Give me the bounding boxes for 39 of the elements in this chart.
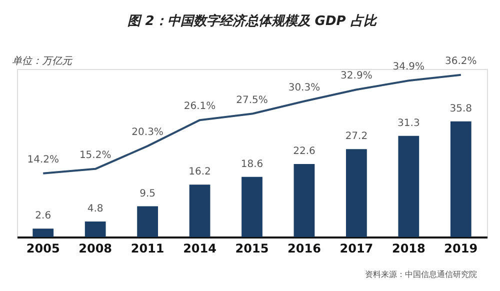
data-label: 27.5% bbox=[236, 94, 268, 106]
x-tick-label: 2008 bbox=[78, 242, 112, 256]
bar bbox=[32, 228, 54, 237]
data-label: 30.3% bbox=[288, 82, 320, 94]
data-label: 22.6 bbox=[293, 146, 316, 157]
x-tick-label: 2016 bbox=[288, 242, 321, 256]
data-label: 2.6 bbox=[35, 210, 52, 222]
x-tick-label: 2017 bbox=[340, 242, 374, 256]
bar bbox=[346, 149, 367, 237]
bar bbox=[189, 184, 210, 237]
x-tick-label: 2018 bbox=[392, 242, 426, 256]
data-label: 4.8 bbox=[87, 203, 104, 214]
bar bbox=[450, 121, 472, 237]
data-label: 20.3% bbox=[132, 127, 164, 138]
bar bbox=[398, 136, 420, 237]
text: 资料来源：中国信息通信研究院 bbox=[365, 270, 477, 279]
bar bbox=[242, 176, 262, 237]
data-label: 16.2 bbox=[188, 166, 211, 178]
data-label: 32.9% bbox=[340, 70, 372, 82]
x-tick-label: 2019 bbox=[444, 242, 478, 256]
data-label: 31.3 bbox=[398, 118, 420, 129]
data-label: 18.6 bbox=[240, 158, 264, 170]
x-tick-label: 2011 bbox=[130, 242, 164, 256]
bar bbox=[294, 164, 315, 237]
x-tick-label: 2015 bbox=[235, 242, 269, 256]
data-label: 26.1% bbox=[184, 101, 216, 112]
chart-title: 图 2：中国数字经济总体规模及 GDP 占比 bbox=[128, 12, 378, 29]
data-label: 14.2% bbox=[27, 154, 59, 166]
data-label: 27.2 bbox=[345, 131, 368, 142]
data-label: 15.2% bbox=[79, 150, 112, 161]
x-tick-label: 2005 bbox=[26, 242, 60, 256]
data-label: 35.8 bbox=[450, 103, 472, 114]
data-label: 9.5 bbox=[140, 188, 156, 200]
data-label: 36.2% bbox=[445, 56, 477, 67]
data-label: 34.9% bbox=[392, 62, 425, 73]
x-tick-label: 2014 bbox=[183, 242, 216, 256]
bar bbox=[84, 221, 106, 237]
bar bbox=[137, 206, 158, 237]
y-axis-title: 单位：万亿元 bbox=[12, 55, 73, 67]
